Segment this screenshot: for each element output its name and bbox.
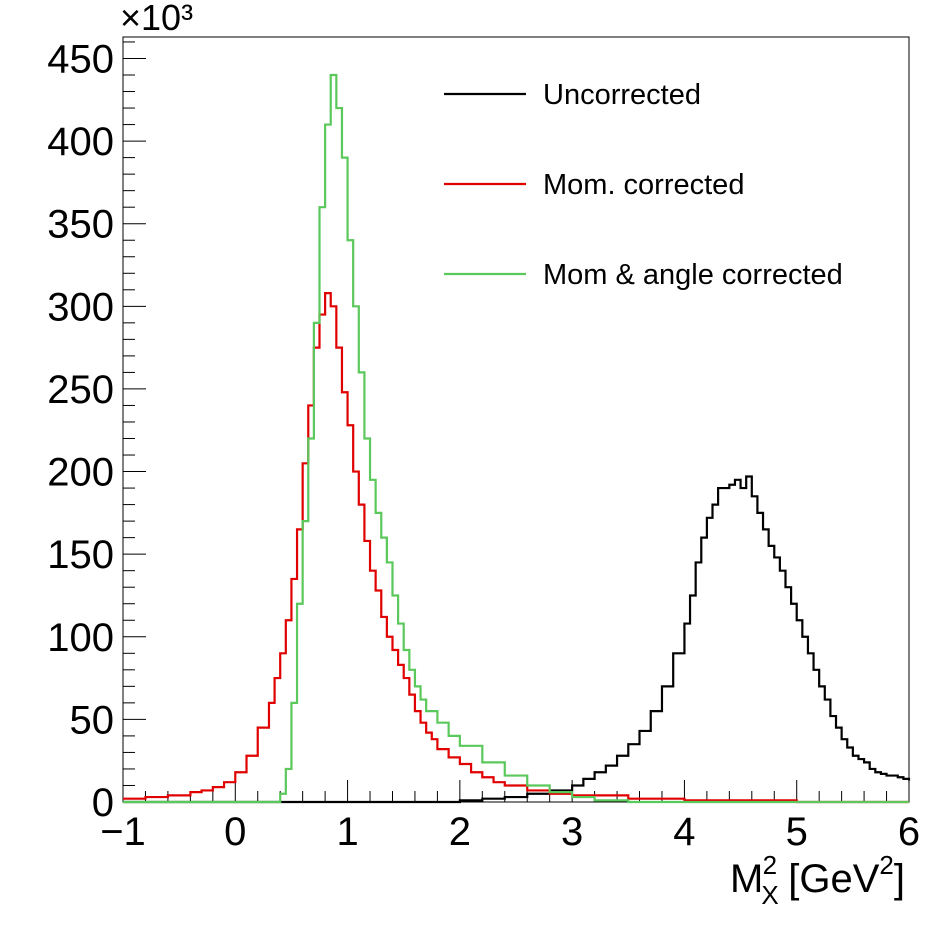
y-tick-label: 250	[47, 368, 114, 412]
x-tick-label: 2	[449, 810, 471, 854]
legend-label-0: Uncorrected	[543, 79, 701, 111]
series-line-1	[123, 292, 909, 804]
series-line-2	[123, 73, 909, 804]
y-tick-label: 200	[47, 451, 114, 495]
x-axis-title: MX2 [GeV2]	[730, 850, 905, 910]
series-layer	[123, 73, 911, 804]
legend-label-2: Mom & angle corrected	[543, 259, 843, 291]
x-tick-label: −1	[100, 810, 146, 854]
y-tick-label: 0	[92, 781, 114, 825]
y-tick-label: 150	[47, 533, 114, 577]
x-tick-label: 6	[898, 810, 920, 854]
x-axis-title-unit-open: [GeV	[777, 857, 880, 901]
legend-label-1: Mom. corrected	[543, 169, 744, 201]
x-axis-title-base: M	[730, 857, 763, 901]
x-axis-title-sup: 2	[763, 850, 777, 880]
y-tick-label: 400	[47, 120, 114, 164]
y-tick-label: 350	[47, 203, 114, 247]
x-axis-title-sub: X	[761, 880, 778, 910]
x-tick-label: 3	[561, 810, 583, 854]
y-axis-multiplier: ×10³	[120, 0, 193, 38]
x-tick-label: 0	[224, 810, 246, 854]
legend: Uncorrected Mom. corrected Mom & angle cor…	[444, 79, 843, 291]
x-tick-label: 4	[673, 810, 695, 854]
x-tick-label: 5	[786, 810, 808, 854]
y-tick-label: 50	[70, 698, 115, 742]
plot-frame	[122, 36, 910, 803]
x-axis-title-unit-close: ]	[894, 857, 905, 901]
y-tick-label: 100	[47, 616, 114, 660]
series-line-0	[123, 475, 911, 804]
x-axis-title-unit-sup: 2	[879, 850, 893, 880]
y-tick-label: 300	[47, 285, 114, 329]
x-tick-label: 1	[336, 810, 358, 854]
y-tick-label: 450	[47, 37, 114, 81]
